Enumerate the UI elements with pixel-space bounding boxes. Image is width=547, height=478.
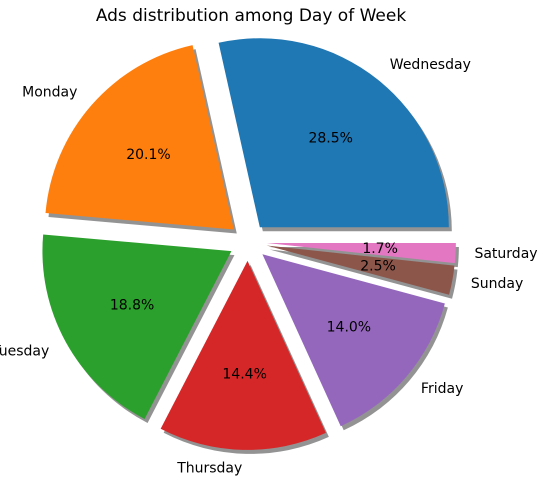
pct-label-saturday: 1.7%	[362, 241, 398, 257]
pie-slice-saturday	[266, 243, 456, 264]
slice-label-saturday: Saturday	[474, 246, 537, 262]
slice-wedges	[42, 38, 456, 450]
slice-shadow-sunday	[269, 249, 458, 299]
chart-title: Ads distribution among Day of Week	[96, 6, 407, 26]
pie-slice-sunday	[266, 245, 455, 295]
slice-label-wednesday: Wednesday	[390, 57, 471, 73]
pie-slice-wednesday	[218, 38, 449, 228]
pie-slice-tuesday	[42, 234, 232, 419]
pie-slice-monday	[45, 45, 234, 230]
slice-label-thursday: Thursday	[176, 461, 242, 477]
slice-labels: Wednesday Monday Tuesday Thursday Friday Sund…	[0, 57, 538, 477]
slice-label-sunday: Sunday	[471, 276, 523, 292]
slice-label-monday: Monday	[22, 85, 77, 101]
pct-label-tuesday: 18.8%	[110, 298, 154, 314]
pct-label-friday: 14.0%	[327, 320, 371, 336]
slice-label-friday: Friday	[421, 381, 463, 397]
pct-label-wednesday: 28.5%	[308, 131, 352, 147]
pie-slice-friday	[262, 254, 445, 427]
slice-label-tuesday: Tuesday	[0, 343, 49, 359]
pie-slice-thursday	[160, 260, 326, 450]
percent-labels: 28.5% 20.1% 18.8% 14.4% 14.0% 2.5%1.7%	[110, 131, 398, 383]
pct-label-sunday: 2.5%	[360, 258, 396, 274]
pct-label-thursday: 14.4%	[222, 366, 266, 382]
pct-label-monday: 20.1%	[126, 147, 170, 163]
